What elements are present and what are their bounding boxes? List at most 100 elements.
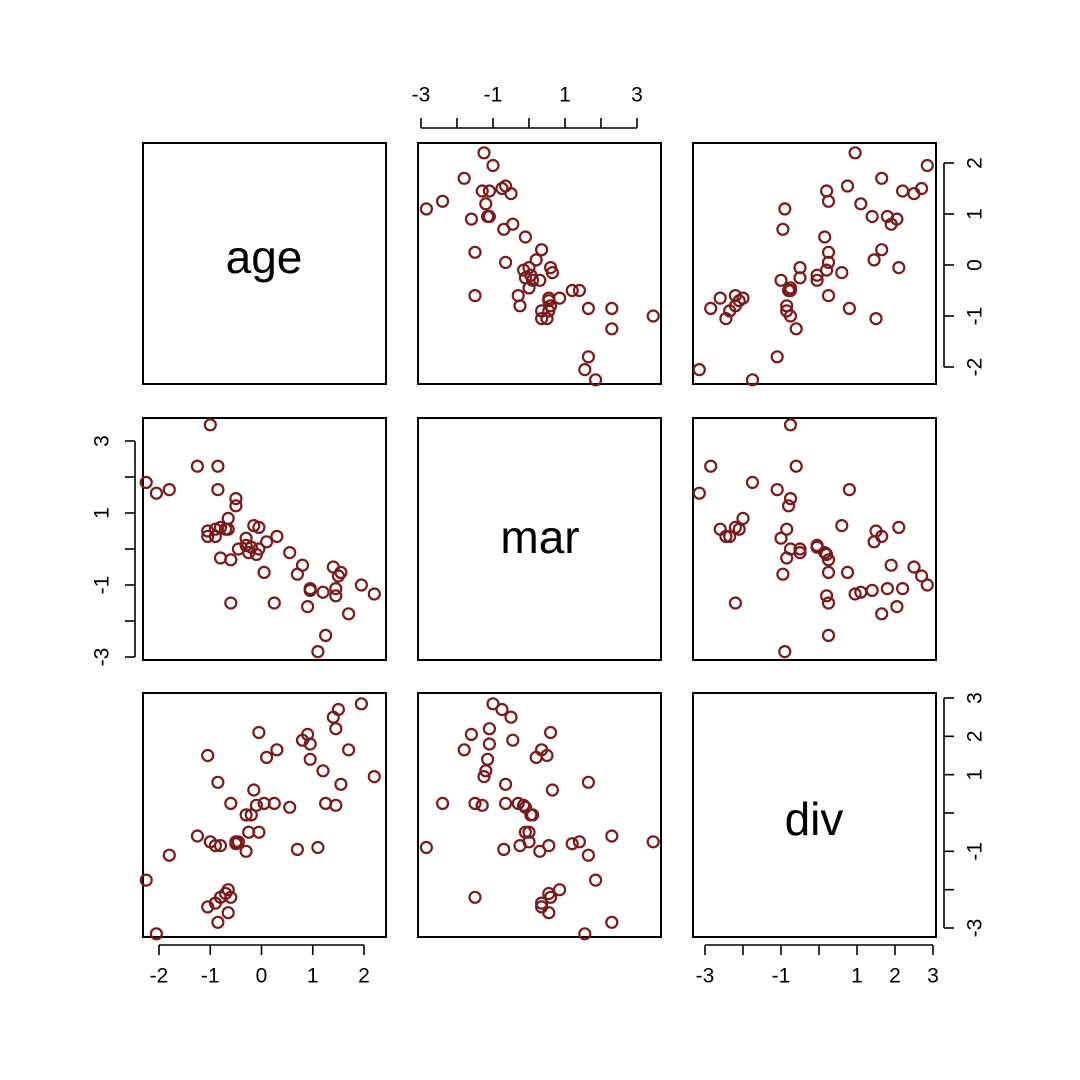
diag-label-mar: mar: [500, 511, 579, 563]
point-div-vs-mar-48: [578, 927, 592, 941]
panel-age-mar: [417, 142, 662, 385]
point-mar-vs-age-39: [211, 483, 225, 497]
panel-div-age: [142, 692, 387, 938]
point-mar-vs-age-47: [162, 483, 176, 497]
point-div-vs-mar-6: [482, 722, 496, 736]
point-div-vs-mar-7: [504, 710, 518, 724]
point-div-vs-mar-30: [572, 835, 587, 849]
tick-label-right-age-1: -1: [964, 307, 987, 326]
point-div-vs-mar-12: [482, 737, 496, 751]
point-mar-vs-div-15: [776, 567, 790, 581]
tick-label-left-mar-4: 1: [91, 507, 114, 519]
point-div-vs-age-32: [224, 796, 238, 811]
point-div-vs-mar-43: [646, 835, 660, 849]
tick-label-top-mar-4: 1: [559, 84, 571, 107]
point-mar-vs-age-2: [342, 607, 356, 621]
point-mar-vs-div-33: [728, 596, 743, 610]
point-age-vs-div-27: [774, 273, 788, 287]
point-div-vs-age-8: [319, 796, 333, 811]
point-div-vs-mar-8: [436, 796, 450, 811]
point-mar-vs-age-17: [270, 529, 284, 544]
point-mar-vs-age-40: [211, 459, 225, 473]
point-div-vs-age-24: [247, 783, 261, 797]
point-age-vs-mar-16: [518, 230, 533, 244]
point-mar-vs-age-44: [201, 529, 215, 544]
point-div-vs-age-26: [242, 825, 256, 839]
point-div-vs-age-25: [244, 808, 258, 822]
point-div-vs-age-48: [149, 927, 163, 941]
point-age-vs-div-10: [778, 202, 792, 216]
point-div-vs-mar-24: [545, 783, 560, 797]
point-mar-vs-div-31: [781, 499, 796, 513]
diag-label-age: age: [226, 231, 303, 283]
point-age-vs-mar-9: [479, 197, 493, 211]
point-age-vs-mar-43: [646, 309, 660, 323]
tick-label-bottom-div-6: 3: [927, 965, 939, 988]
point-mar-vs-div-32: [821, 553, 836, 567]
point-div-vs-mar-2: [457, 743, 471, 757]
point-div-vs-mar-0: [477, 769, 491, 784]
point-age-vs-mar-47: [581, 350, 596, 364]
point-age-vs-div-1: [920, 158, 934, 173]
point-div-vs-age-47: [162, 848, 176, 862]
point-div-vs-mar-38: [513, 838, 527, 853]
point-mar-vs-age-1: [354, 578, 368, 592]
point-age-vs-div-2: [875, 171, 889, 185]
point-div-vs-age-7: [326, 710, 340, 724]
point-age-vs-mar-29: [522, 281, 536, 295]
point-age-vs-mar-13: [464, 212, 478, 226]
point-div-vs-age-15: [290, 842, 304, 857]
panel-age-age: [142, 142, 387, 385]
point-mar-vs-div-44: [719, 529, 733, 544]
point-div-vs-age-3: [334, 777, 348, 791]
point-div-vs-mar-49: [588, 873, 603, 887]
point-mar-vs-div-10: [778, 644, 792, 659]
point-mar-vs-age-46: [190, 459, 204, 473]
point-mar-vs-age-45: [201, 524, 215, 538]
point-div-vs-age-14: [295, 733, 310, 747]
panel-age-div: [692, 142, 937, 385]
point-mar-vs-age-43: [203, 418, 217, 432]
point-div-vs-mar-40: [605, 915, 619, 929]
point-mar-vs-age-49: [139, 475, 153, 489]
point-mar-vs-div-45: [869, 524, 883, 538]
point-age-vs-mar-48: [578, 363, 592, 377]
point-age-vs-mar-17: [534, 243, 549, 257]
point-age-vs-mar-30: [572, 283, 587, 298]
point-div-vs-age-43: [203, 835, 217, 849]
point-age-vs-div-16: [818, 230, 832, 244]
point-mar-vs-age-13: [301, 599, 315, 614]
point-mar-vs-div-27: [774, 531, 788, 545]
point-mar-vs-age-29: [231, 542, 245, 556]
point-mar-vs-age-0: [367, 587, 381, 601]
point-age-vs-div-41: [723, 304, 737, 318]
point-mar-vs-div-46: [789, 459, 803, 473]
point-age-vs-div-7: [907, 187, 921, 201]
tick-label-left-mar-0: -3: [91, 648, 114, 667]
point-mar-vs-age-12: [303, 581, 317, 596]
point-mar-vs-div-37: [728, 520, 743, 535]
point-div-vs-mar-13: [464, 727, 478, 742]
panel-mar-age: [142, 417, 387, 661]
point-age-vs-div-9: [854, 197, 868, 211]
point-age-vs-mar-15: [497, 222, 511, 236]
point-div-vs-mar-4: [495, 702, 509, 717]
point-div-vs-age-21: [252, 725, 266, 740]
axes-layer: -3 -1 1 3 -2 -1 0 1 2 -3 -1 1 2 3 -2 -1 0 1 2 -3 -1 1 2 3 -3 -1 1 3: [91, 84, 987, 988]
point-age-vs-mar-42: [542, 304, 556, 318]
point-div-vs-age-45: [201, 748, 215, 763]
point-div-vs-age-40: [211, 915, 225, 929]
point-age-vs-div-11: [865, 209, 879, 224]
tick-label-right-age-3: 1: [964, 208, 987, 220]
point-age-vs-mar-38: [513, 299, 527, 313]
point-div-vs-age-20: [257, 796, 271, 811]
panel-div-div: [692, 692, 937, 938]
point-mar-vs-age-10: [311, 644, 325, 659]
point-div-vs-mar-21: [543, 725, 558, 740]
point-age-vs-div-43: [783, 309, 798, 323]
point-age-vs-div-28: [810, 273, 824, 287]
point-age-vs-div-21: [892, 261, 906, 275]
point-div-vs-mar-46: [605, 829, 619, 843]
point-div-vs-age-16: [283, 800, 297, 814]
point-mar-vs-div-28: [810, 538, 824, 553]
